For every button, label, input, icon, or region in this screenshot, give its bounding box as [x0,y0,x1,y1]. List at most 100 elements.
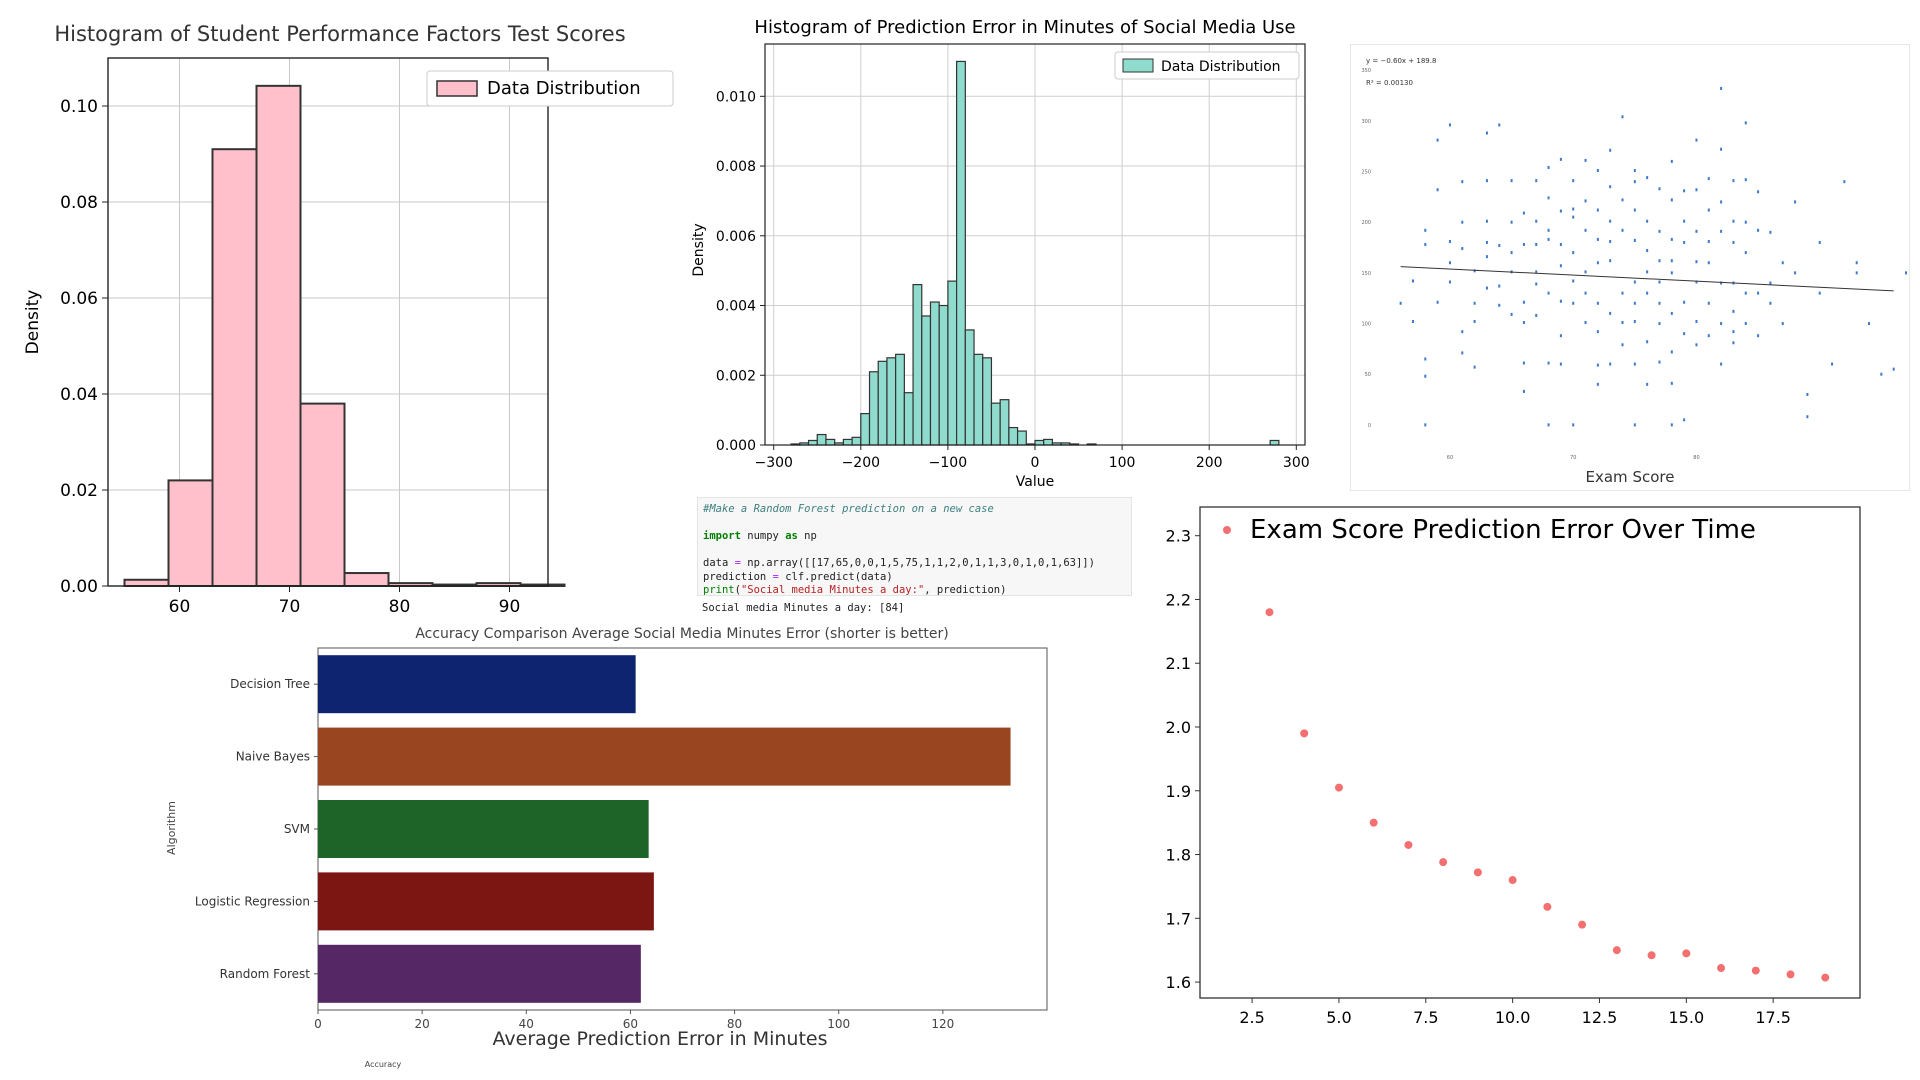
histogram-bar [990,402,1001,446]
scatter-point [1621,291,1624,295]
scatter-point [1424,242,1427,246]
histogram-test-scores-chart: 0.00 0.02 0.04 0.06 0.08 0.10 60 70 80 90 Density H… [23,22,674,617]
exam-social-scatter-chart: 0 50 100 150 200 250 300 350 60 70 80 y = −0.60x + … [1350,44,1910,491]
code-cell-panel: #Make a Random Forest prediction on a ne… [697,497,1132,623]
scatter-point [1424,357,1427,361]
scatter-point [1547,237,1550,241]
histogram-bar [255,84,302,587]
code-cell[interactable]: #Make a Random Forest prediction on a ne… [697,497,1132,596]
scatter-point [1670,311,1673,315]
x-tick-label: −200 [842,455,880,471]
scatter-point [1535,282,1538,286]
scatter-point [1707,239,1710,243]
scatter-point [1707,301,1710,305]
legend-swatch [1122,58,1154,73]
scatter-point [1633,180,1636,184]
scatter-point [1473,868,1482,877]
scatter-point [1547,361,1550,365]
histogram-bar [912,284,923,446]
histogram-bar [123,578,170,588]
scatter-point [1707,261,1710,265]
scatter-point [1720,229,1723,233]
scatter-point [1424,228,1427,232]
histogram-bar [211,148,258,587]
scatter-point [1612,946,1621,955]
scatter-point [1424,374,1427,378]
histogram-bar [825,438,836,446]
scatter-point [1658,229,1661,233]
x-tick-label: 80 [1693,455,1699,461]
histogram-bar [1269,439,1280,446]
histogram-bar [999,399,1010,446]
scatter-point [1683,418,1686,422]
scatter-point [1473,365,1476,369]
y-axis-label: Density [691,223,707,276]
x-tick-label: 80 [727,1017,742,1031]
scatter-point [1404,840,1413,849]
legend-label: Data Distribution [487,78,641,99]
code-import-alias: np [797,530,817,542]
code-data-line: data = np.array([[17,65,0,0,1,5,75,1,1,2… [703,557,1126,571]
scatter-point [1584,291,1587,295]
scatter-point [1411,279,1414,283]
scatter-point [1543,902,1552,911]
chart-title: Histogram of Student Performance Factors… [54,22,625,46]
x-axis-label: Exam Score [1586,468,1675,486]
scatter-point [1670,350,1673,354]
scatter-point [1670,159,1673,163]
scatter-point [1670,381,1673,385]
scatter-point [1572,207,1575,211]
scatter-point [1670,198,1673,202]
scatter-point [1695,188,1698,192]
x-tick-label: 2.5 [1239,1008,1264,1027]
x-tick-label: 200 [1196,455,1223,471]
scatter-point [1786,970,1795,979]
code-print-open: ( [734,584,741,596]
x-axis-label: Value [1016,474,1054,490]
scatter-point [1436,138,1439,142]
scatter-point [1522,361,1525,365]
histogram-bar [1016,430,1027,446]
scatter-point [1732,219,1735,223]
scatter-point [1818,291,1821,295]
bar-random-forest [318,944,641,1003]
x-tick-label: −100 [929,455,967,471]
y-tick-label: 0.006 [716,229,756,245]
code-comment: #Make a Random Forest prediction on a ne… [703,503,994,515]
legend-marker [1223,526,1231,534]
scatter-point [1720,200,1723,204]
scatter-point [1498,123,1501,127]
scatter-point [1609,239,1612,243]
y-axis-label: Algorithm [165,801,178,855]
y-tick-label: 150 [1361,271,1371,277]
scatter-point [1646,291,1649,295]
x-tick-label: 60 [623,1017,638,1031]
bar-decision-tree [318,655,636,714]
histogram-bar [851,436,862,446]
scatter-point [1781,322,1784,326]
code-output: Social media Minutes a day: [84] [702,602,905,614]
scatter-point [1621,343,1624,347]
scatter-point [1658,322,1661,326]
scatter-point [1399,301,1402,305]
legend-box [1114,51,1300,80]
histogram-bar [973,353,984,446]
scatter-point [1670,259,1673,263]
sub-axis-label: Accuracy [365,1060,402,1069]
scatter-point [1633,238,1636,242]
x-tick-label: 60 [1447,455,1453,461]
scatter-point [1717,964,1726,973]
histogram-bar [343,572,390,587]
y-tick-label: 300 [1361,119,1371,125]
scatter-point [1522,300,1525,304]
bar-svm [318,800,649,858]
scatter-point [1485,219,1488,223]
scatter-point [1695,260,1698,264]
scatter-point [1596,261,1599,265]
x-tick-label: −300 [754,455,792,471]
scatter-point [1584,228,1587,232]
histogram-bar [807,439,818,446]
scatter-point [1485,179,1488,183]
scatter-point [1658,360,1661,364]
scatter-point [1461,220,1464,224]
